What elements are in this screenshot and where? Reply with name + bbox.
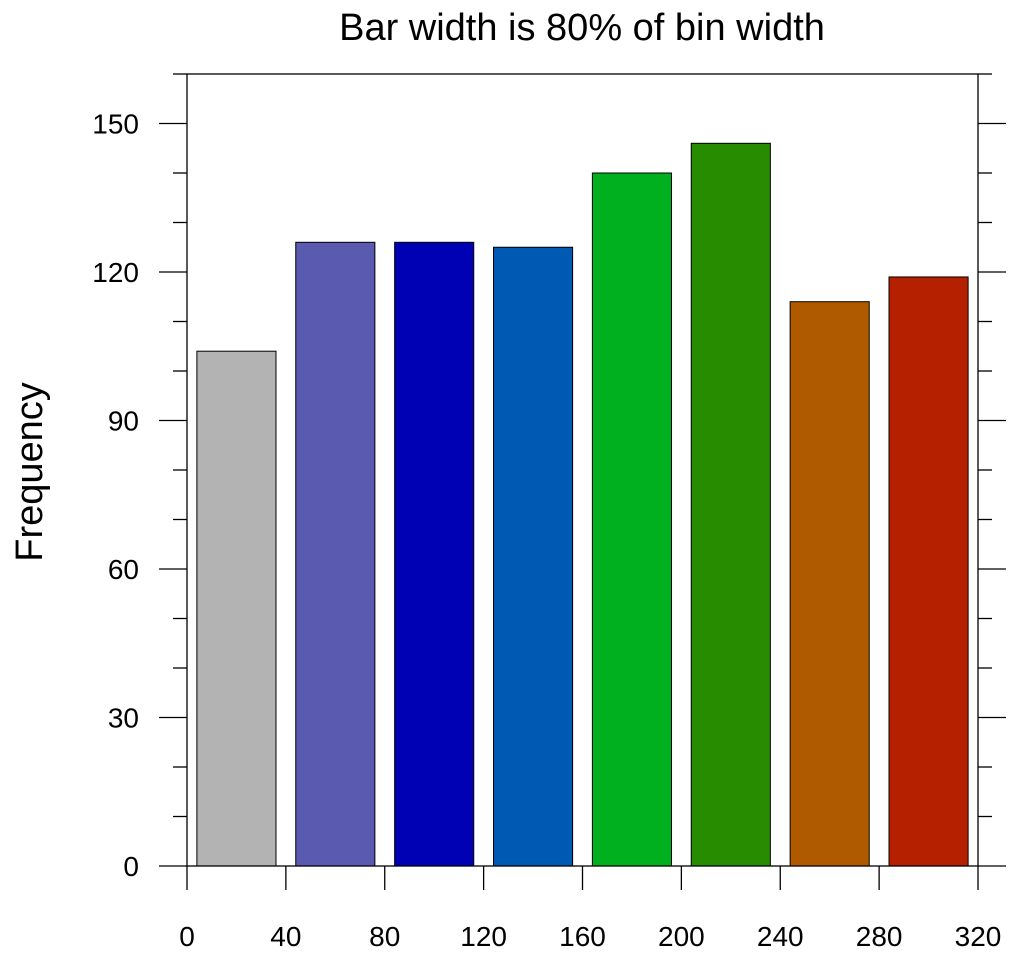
chart-title: Bar width is 80% of bin width bbox=[339, 7, 825, 49]
bars-group bbox=[196, 142, 969, 867]
bar-3 bbox=[493, 246, 574, 867]
ticks-group: 0 40 80 120 160 200 240 280 320 0 30 60 90 120 150 bbox=[92, 73, 1006, 952]
x-tick-label: 160 bbox=[559, 921, 606, 952]
x-tick-label: 0 bbox=[179, 921, 195, 952]
y-tick-label: 0 bbox=[123, 851, 139, 882]
x-tick-label: 280 bbox=[856, 921, 903, 952]
x-tick-label: 120 bbox=[460, 921, 507, 952]
bar-6 bbox=[789, 301, 870, 867]
x-tick-label: 40 bbox=[270, 921, 301, 952]
bar-2 bbox=[394, 241, 475, 867]
bar-1 bbox=[295, 241, 376, 867]
y-tick-label: 150 bbox=[92, 109, 139, 140]
bar-7 bbox=[888, 276, 969, 867]
y-axis-label: Frequency bbox=[9, 382, 51, 562]
y-tick-label: 60 bbox=[108, 554, 139, 585]
x-tick-label: 240 bbox=[757, 921, 804, 952]
y-tick-label: 90 bbox=[108, 406, 139, 437]
bar-5 bbox=[690, 142, 771, 867]
x-tick-label: 320 bbox=[955, 921, 1002, 952]
y-tick-label: 120 bbox=[92, 257, 139, 288]
plot-frame bbox=[186, 73, 979, 867]
bar-4 bbox=[591, 172, 672, 867]
x-tick-label: 80 bbox=[369, 921, 400, 952]
y-tick-label: 30 bbox=[108, 703, 139, 734]
x-tick-label: 200 bbox=[658, 921, 705, 952]
bar-0 bbox=[196, 350, 277, 867]
